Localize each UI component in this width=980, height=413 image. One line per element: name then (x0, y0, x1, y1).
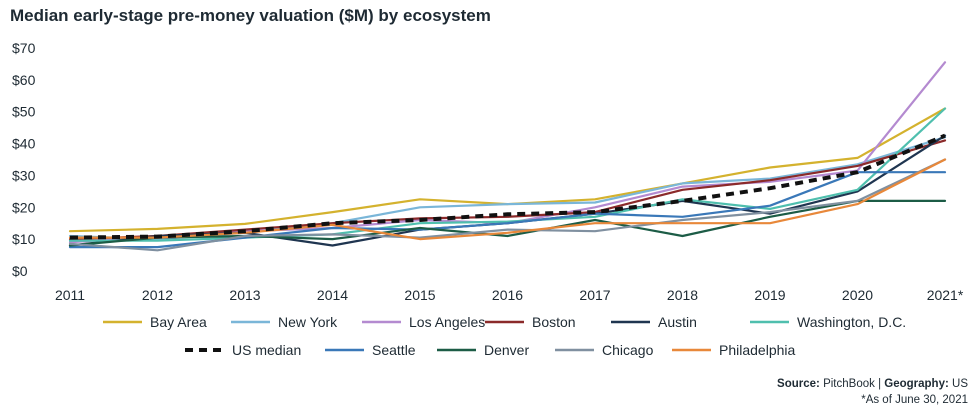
legend-item-boston: Boston (485, 314, 576, 330)
source-separator: | (878, 378, 882, 390)
x-tick-label: 2017 (579, 287, 610, 303)
legend-label: Los Angeles (409, 314, 485, 330)
x-tick-label: 2018 (667, 287, 698, 303)
legend-item-us-median: US median (185, 342, 301, 358)
chart-title: Median early-stage pre-money valuation (… (10, 6, 491, 25)
x-tick-label: 2011 (55, 287, 85, 303)
legend-label: Washington, D.C. (797, 314, 906, 330)
legend-item-los-angeles: Los Angeles (362, 314, 485, 330)
x-tick-label: 2019 (754, 287, 785, 303)
legend-label: Boston (532, 314, 576, 330)
line-chart: $0 $10 $20 $30 $40 $50 $60 $70 2011 2012 2013 2014… (12, 40, 964, 358)
series-line-us-median (69, 133, 946, 240)
legend-label: Philadelphia (719, 342, 795, 358)
y-tick-label: $0 (12, 263, 28, 279)
x-tick-label: 2012 (142, 287, 173, 303)
y-tick-label: $60 (12, 72, 36, 88)
source-note: Source: PitchBook | Geography: US *As of… (777, 376, 968, 408)
y-tick-label: $10 (12, 231, 36, 247)
x-tick-label: 2014 (317, 287, 348, 303)
source-line: Source: PitchBook | Geography: US (777, 376, 968, 392)
legend-label: Denver (484, 342, 529, 358)
x-tick-label: 2016 (492, 287, 523, 303)
series-lines (68, 61, 947, 252)
legend-item-seattle: Seattle (325, 342, 416, 358)
x-tick-label: 2021* (927, 287, 964, 303)
series-line-denver (68, 199, 947, 247)
legend: Bay Area New York Los Angeles Boston Austin W… (103, 314, 906, 358)
y-tick-label: $50 (12, 104, 36, 120)
legend-item-philadelphia: Philadelphia (672, 342, 795, 358)
legend-label: Bay Area (150, 314, 207, 330)
series-line-chicago (68, 158, 947, 252)
geography-label: Geography: (884, 378, 949, 390)
legend-item-chicago: Chicago (555, 342, 654, 358)
y-tick-label: $20 (12, 199, 36, 215)
series-line-washington-d-c (68, 107, 947, 242)
source-label: Source: (777, 378, 820, 390)
x-tick-label: 2013 (229, 287, 260, 303)
legend-label: Seattle (372, 342, 416, 358)
legend-label: Chicago (602, 342, 654, 358)
legend-item-austin: Austin (611, 314, 697, 330)
legend-label: Austin (658, 314, 697, 330)
y-axis: $0 $10 $20 $30 $40 $50 $60 $70 (12, 40, 36, 279)
x-axis: 2011 2012 2013 2014 2015 2016 2017 2018 2019 2020… (55, 287, 964, 303)
y-tick-label: $30 (12, 167, 36, 183)
legend-label: US median (232, 342, 301, 358)
y-tick-label: $40 (12, 136, 36, 152)
footnote: *As of June 30, 2021 (861, 394, 968, 406)
x-tick-label: 2015 (404, 287, 435, 303)
legend-item-washington-d-c: Washington, D.C. (750, 314, 906, 330)
legend-label: New York (278, 314, 338, 330)
y-tick-label: $70 (12, 40, 36, 56)
geography-value: US (952, 378, 968, 390)
legend-item-denver: Denver (437, 342, 529, 358)
legend-item-bay-area: Bay Area (103, 314, 207, 330)
legend-item-new-york: New York (231, 314, 338, 330)
x-tick-label: 2020 (842, 287, 873, 303)
source-value: PitchBook (823, 378, 875, 390)
